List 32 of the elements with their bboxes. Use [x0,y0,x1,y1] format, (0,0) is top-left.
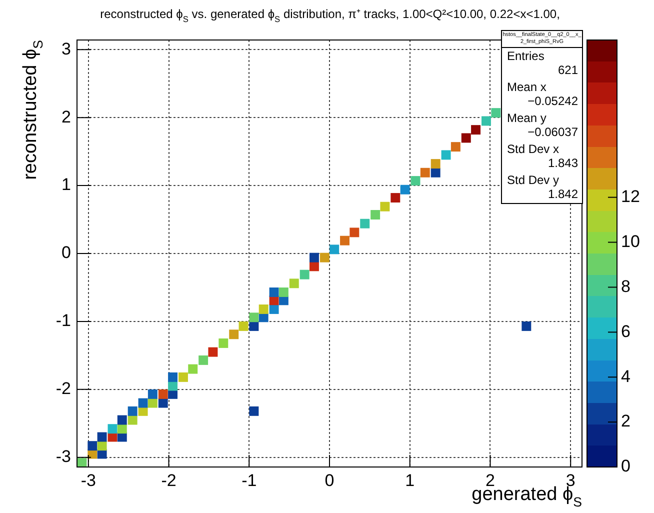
color-bar-label: 4 [621,366,630,386]
x-tick-label: -3 [80,470,96,490]
annotation: 621 [556,63,578,77]
y-tick-label: -3 [56,447,71,466]
color-bar-label: 8 [621,276,630,296]
color-bar-label: 0 [621,456,630,476]
annotation: Mean x [507,80,548,94]
x-tick-label: 2 [486,470,495,490]
x-tick-label: 0 [324,470,334,490]
y-tick-label: -1 [56,311,71,330]
annotation: Mean y [507,111,548,125]
annotation: 1.843 [546,156,578,170]
annotation: −0.06037 [526,125,578,139]
y-axis-title: reconstructed ϕS [20,40,46,180]
x-tick-label: 3 [566,470,576,490]
color-bar-label: 10 [621,232,640,251]
annotation: −0.05242 [526,94,578,108]
color-bar-label: 12 [621,187,640,206]
annotation: 1.842 [546,187,578,201]
y-tick-label: 1 [62,175,71,194]
annotation: Entries [507,49,546,63]
y-tick-label: -2 [56,379,71,398]
annotation: Std Dev x [507,142,560,156]
annotation: Std Dev y [507,173,560,187]
color-bar-label: 6 [621,322,630,341]
y-tick-label: 2 [62,107,71,126]
y-tick-label: 0 [62,243,71,262]
x-tick-label: -1 [242,470,257,490]
y-tick-label: 3 [62,39,71,58]
color-bar-label: 2 [621,412,630,431]
x-tick-label: 1 [405,470,415,490]
x-tick-label: -2 [161,470,176,490]
